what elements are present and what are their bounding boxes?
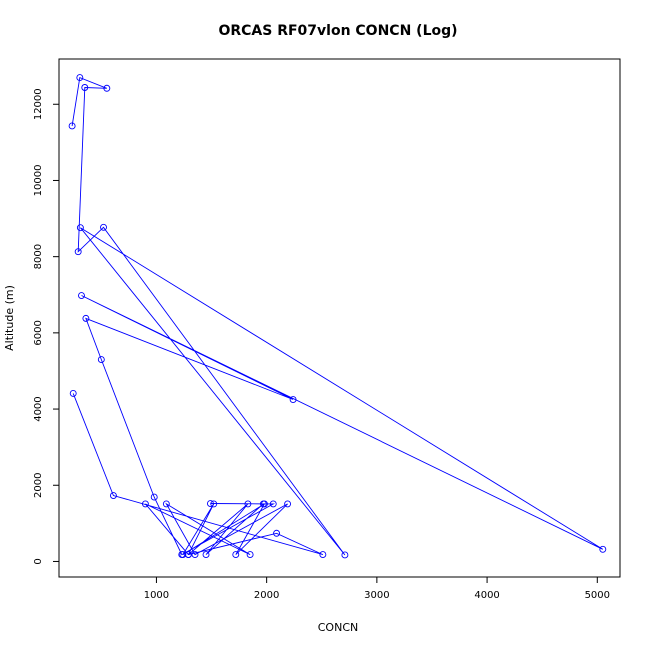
data-point [202, 551, 210, 559]
x-tick-label: 2000 [254, 590, 279, 601]
data-point [341, 551, 349, 559]
x-axis-label: CONCN [318, 621, 358, 634]
x-tick-label: 3000 [364, 590, 389, 601]
data-point [284, 500, 292, 508]
data-point [150, 493, 158, 501]
data-point [244, 500, 252, 508]
data-point [109, 492, 117, 499]
data-point [76, 74, 84, 82]
y-axis: 0 2000 4000 6000 8000 10000 12000 [33, 88, 59, 565]
y-tick-label: 12000 [33, 88, 44, 120]
data-point [599, 545, 607, 553]
chart-title: ORCAS RF07vlon CONCN (Log) [218, 23, 457, 39]
series-line [71, 76, 604, 556]
y-tick-label: 0 [33, 558, 44, 564]
data-point [74, 248, 82, 256]
data-point [210, 500, 218, 508]
data-point [162, 500, 170, 508]
data-point [100, 223, 107, 231]
x-tick-label: 1000 [144, 590, 169, 601]
data-point [206, 500, 214, 507]
data-point [269, 500, 277, 508]
data-point [68, 122, 76, 130]
data-point [82, 314, 90, 322]
y-tick-label: 8000 [33, 244, 44, 269]
x-tick-label: 5000 [585, 590, 610, 601]
y-tick-label: 4000 [33, 396, 44, 421]
data-point [78, 292, 85, 299]
data-point [184, 551, 192, 559]
y-tick-label: 6000 [33, 320, 44, 345]
y-tick-label: 10000 [33, 165, 44, 197]
x-tick-label: 4000 [474, 590, 499, 601]
data-point [273, 529, 281, 537]
series-layer [68, 74, 607, 559]
data-point [179, 551, 187, 559]
data-point [103, 84, 111, 92]
data-point [76, 224, 84, 232]
x-axis: 1000 2000 3000 4000 5000 [144, 577, 610, 601]
y-axis-label: Altitude (m) [3, 285, 16, 351]
data-point [81, 84, 89, 91]
data-point [97, 356, 105, 363]
plot-frame [58, 58, 621, 578]
data-point [69, 389, 77, 397]
data-point [191, 551, 199, 559]
data-point [232, 551, 240, 559]
data-point [260, 500, 268, 508]
data-point [246, 551, 254, 559]
y-tick-label: 2000 [33, 473, 44, 498]
data-point [141, 500, 149, 508]
data-point [319, 551, 327, 559]
data-point [289, 396, 297, 403]
